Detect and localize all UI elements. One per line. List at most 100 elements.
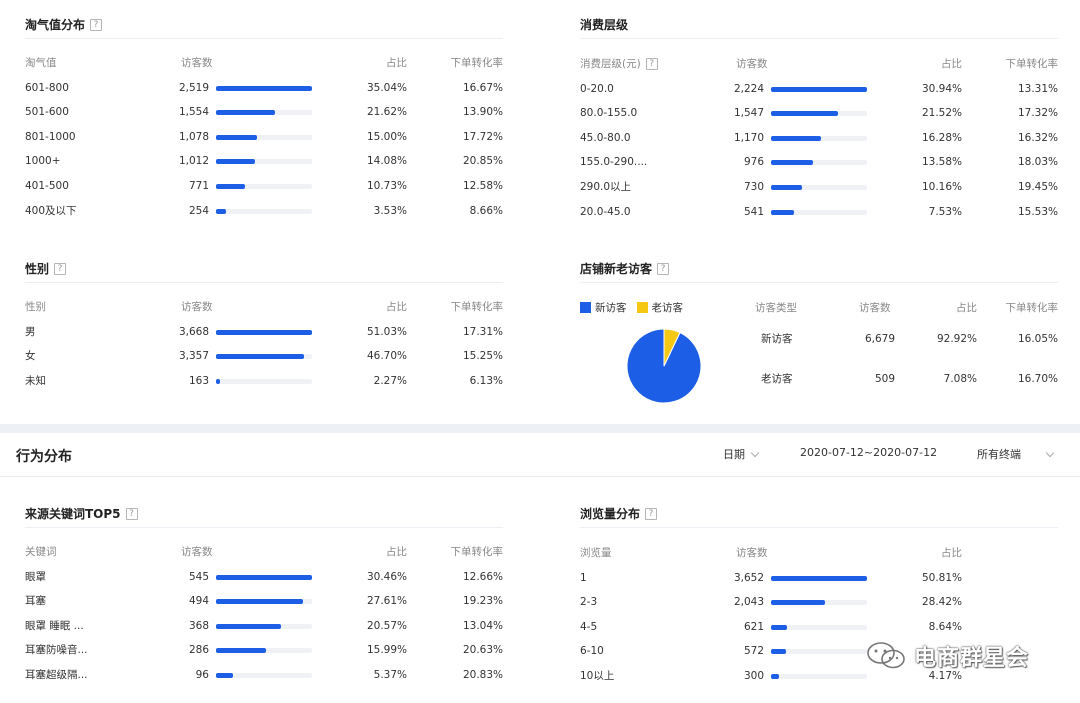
share-bar-fill — [771, 184, 803, 190]
row-conv: 12.58% — [462, 179, 503, 192]
row-name: 4-5 — [580, 620, 598, 633]
header-name: 淘气值 — [25, 57, 57, 69]
table-header: 关键词 访客数 占比 下单转化率 — [25, 544, 503, 560]
header-name: 消费层级(元)? — [580, 56, 658, 72]
share-bar — [216, 134, 312, 140]
legend-swatch-new — [580, 302, 591, 313]
share-bar-fill — [771, 624, 788, 630]
row-name: 男 — [25, 325, 36, 338]
row-share: 21.62% — [366, 106, 407, 119]
share-bar — [216, 623, 312, 629]
row-name: 10以上 — [580, 669, 615, 682]
row-visitors: 368 — [188, 619, 209, 632]
row-share: 30.94% — [921, 82, 962, 95]
share-bar-fill — [771, 575, 867, 581]
row-name: 20.0-45.0 — [580, 205, 631, 218]
table-row: 10以上 300 4.17% — [580, 668, 1058, 684]
legend-label-new: 新访客 — [595, 302, 627, 314]
row-visitors: 2,224 — [733, 82, 764, 95]
row-conv: 13.90% — [462, 106, 503, 119]
share-bar — [771, 575, 867, 581]
row-name: 女 — [25, 350, 36, 363]
row-visitors: 541 — [743, 205, 764, 218]
terminal-select[interactable]: 所有终端 — [977, 446, 1055, 462]
share-bar — [216, 648, 312, 654]
header-visitors: 访客数 — [181, 301, 213, 313]
help-icon[interactable]: ? — [90, 18, 103, 31]
row-name: 1 — [580, 571, 587, 584]
row-conv: 15.25% — [462, 350, 503, 363]
pie-legend: 新访客 老访客 — [580, 300, 683, 315]
row-share: 5.37% — [373, 668, 407, 681]
row-name: 400及以下 — [25, 204, 77, 217]
header-share: 占比 — [386, 546, 407, 558]
pie-slice-old[interactable] — [663, 328, 681, 367]
date-select[interactable]: 日期 — [723, 446, 760, 462]
row-share: 28.42% — [921, 596, 962, 609]
share-bar-fill — [216, 648, 267, 654]
header-share: 占比 — [941, 58, 962, 70]
row-visitors: 1,078 — [178, 130, 209, 143]
table-row: 男 3,668 51.03% 17.31% — [25, 324, 503, 340]
table-row: 女 3,357 46.70% 15.25% — [25, 348, 503, 364]
visitor-share: 7.08% — [943, 373, 977, 385]
row-visitors: 300 — [743, 669, 764, 682]
share-bar-fill — [771, 86, 867, 92]
share-bar-fill — [216, 378, 221, 384]
share-bar-fill — [216, 623, 281, 629]
help-icon[interactable]: ? — [54, 262, 67, 275]
header-share: 占比 — [386, 57, 407, 69]
header-visitors: 访客数 — [181, 57, 213, 69]
header-conv: 下单转化率 — [450, 57, 504, 69]
row-name: 耳塞防噪音... — [25, 644, 88, 657]
legend-swatch-old — [636, 302, 648, 313]
table-header: 浏览量 访客数 占比 — [580, 545, 1058, 561]
help-icon[interactable]: ? — [657, 262, 670, 275]
row-visitors: 2,043 — [733, 596, 764, 609]
help-icon[interactable]: ? — [125, 507, 138, 520]
share-bar — [216, 672, 312, 678]
share-bar — [216, 354, 312, 360]
row-conv: 20.85% — [462, 155, 503, 168]
row-visitors: 976 — [743, 156, 764, 169]
row-name: 耳塞 — [25, 595, 46, 608]
share-bar-fill — [216, 599, 303, 605]
share-bar — [771, 135, 867, 141]
section-divider — [0, 424, 1080, 433]
header-name: 浏览量 — [580, 547, 612, 559]
share-bar-fill — [771, 673, 779, 679]
visitor-type: 老访客 — [761, 373, 793, 385]
row-conv: 19.23% — [462, 595, 503, 608]
date-range[interactable]: 2020-07-12~2020-07-12 — [800, 446, 938, 459]
row-conv: 15.53% — [1017, 205, 1058, 218]
table-row: 1 3,652 50.81% — [580, 570, 1058, 586]
share-bar — [216, 208, 312, 214]
share-bar — [216, 85, 312, 91]
table-row: 80.0-155.0 1,547 21.52% 17.32% — [580, 105, 1058, 121]
share-bar-fill — [771, 160, 814, 166]
row-visitors: 621 — [743, 620, 764, 633]
row-visitors: 286 — [188, 644, 209, 657]
table-row: 耳塞 494 27.61% 19.23% — [25, 593, 503, 609]
share-bar-fill — [216, 574, 312, 580]
help-icon[interactable]: ? — [645, 58, 658, 70]
row-visitors: 494 — [188, 595, 209, 608]
share-bar-fill — [771, 135, 822, 141]
share-bar — [771, 111, 867, 117]
share-bar-fill — [771, 111, 838, 117]
visitor-count: 509 — [874, 373, 895, 385]
divider — [25, 38, 503, 39]
row-visitors: 771 — [188, 179, 209, 192]
row-conv: 17.72% — [462, 130, 503, 143]
share-bar-fill — [216, 208, 226, 214]
share-bar-fill — [771, 649, 787, 655]
row-visitors: 3,652 — [733, 571, 764, 584]
panel-title: 消费层级 — [580, 18, 629, 32]
help-icon[interactable]: ? — [645, 507, 658, 520]
row-visitors: 2,519 — [178, 81, 209, 94]
legend-label-old: 老访客 — [651, 302, 684, 314]
share-bar — [771, 600, 867, 606]
row-conv: 12.66% — [462, 570, 503, 583]
table-row: 眼罩 545 30.46% 12.66% — [25, 569, 503, 585]
share-bar-fill — [216, 110, 276, 116]
